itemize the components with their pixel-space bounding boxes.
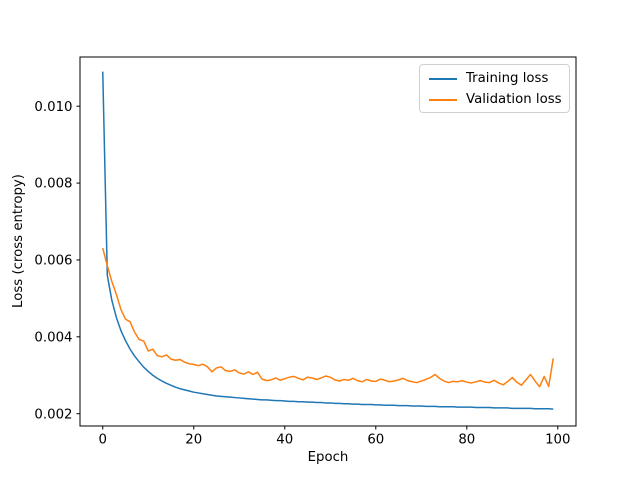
y-axis-label: Loss (cross entropy) — [11, 174, 26, 308]
x-tick-label: 40 — [276, 433, 293, 448]
y-tick-label: 0.010 — [34, 100, 72, 115]
legend: Training loss Validation loss — [419, 64, 570, 113]
training-loss-line — [102, 71, 554, 410]
y-tick-label: 0.002 — [34, 407, 72, 422]
x-tick-label: 20 — [185, 433, 202, 448]
x-tick-label: 100 — [545, 433, 570, 448]
x-tick-label: 80 — [458, 433, 475, 448]
plot-area-border — [79, 56, 577, 427]
x-tick-label: 0 — [99, 433, 107, 448]
x-axis-label: Epoch — [308, 450, 349, 465]
legend-label-validation-loss: Validation loss — [466, 92, 562, 107]
y-tick-label: 0.008 — [34, 177, 72, 192]
legend-label-training-loss: Training loss — [466, 71, 549, 86]
x-tick-label: 60 — [367, 433, 384, 448]
y-tick-label: 0.006 — [34, 254, 72, 269]
validation-loss-line-swatch — [429, 98, 457, 101]
legend-item-training-loss: Training loss — [429, 68, 560, 89]
y-tick-label: 0.004 — [34, 330, 72, 345]
validation-loss-line — [102, 247, 554, 388]
legend-item-validation-loss: Validation loss — [429, 89, 562, 110]
training-loss-line-swatch — [429, 77, 457, 80]
